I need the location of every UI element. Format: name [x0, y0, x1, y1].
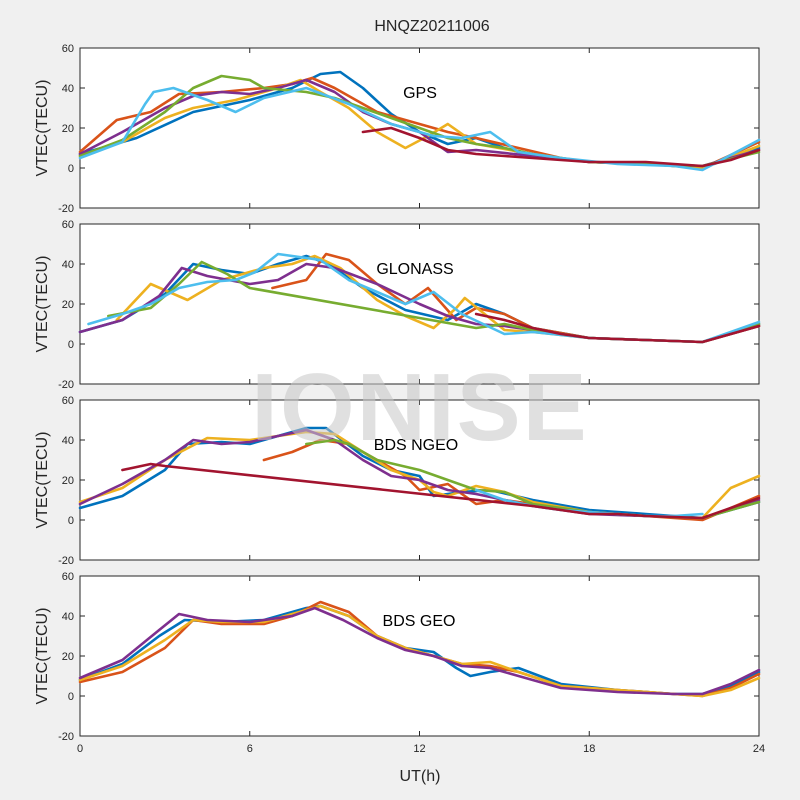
y-tick-label: 0 [68, 691, 74, 703]
y-tick-label: 60 [62, 571, 74, 583]
series-line [474, 312, 761, 344]
y-tick-label: -20 [58, 379, 74, 391]
y-axis-label: VTEC(TECU) [34, 80, 51, 177]
panel-annotation: GPS [403, 85, 437, 102]
figure-title: HNQZ20211006 [374, 18, 489, 35]
x-tick-label: 24 [753, 743, 765, 755]
y-tick-label: 20 [62, 299, 74, 311]
y-tick-label: 40 [62, 611, 74, 623]
y-tick-label: -20 [58, 203, 74, 215]
y-axis-label: VTEC(TECU) [34, 256, 51, 353]
y-tick-label: 60 [62, 395, 74, 407]
panel-3: 60 40 20 0 -20 VTEC(TECU) BDS NGEO [34, 395, 761, 567]
y-axis-label: VTEC(TECU) [34, 432, 51, 529]
y-tick-label: 20 [62, 475, 74, 487]
x-tick-label: 12 [413, 743, 425, 755]
series-line [361, 126, 761, 168]
y-tick-label: 0 [68, 339, 74, 351]
x-tick-label: 0 [77, 743, 83, 755]
y-tick-label: 0 [68, 515, 74, 527]
y-tick-label: 40 [62, 435, 74, 447]
panel-2: 60 40 20 0 -20 VTEC(TECU) GLONASS [34, 219, 761, 391]
panel-1: 60 40 20 0 -20 VTEC(TECU) GPS [34, 43, 761, 215]
x-axis-label: UT(h) [400, 768, 441, 785]
y-tick-label: 20 [62, 651, 74, 663]
panel-annotation: BDS NGEO [374, 437, 458, 454]
panel-annotation: BDS GEO [383, 613, 456, 630]
series-line [78, 606, 761, 696]
y-tick-label: -20 [58, 731, 74, 743]
y-tick-label: 20 [62, 123, 74, 135]
x-tick-label: 6 [247, 743, 253, 755]
y-tick-label: -20 [58, 555, 74, 567]
y-tick-label: 60 [62, 43, 74, 55]
y-tick-label: 60 [62, 219, 74, 231]
x-tick-label: 18 [583, 743, 595, 755]
watermark: IONISE [251, 354, 588, 461]
panel-4-axes [79, 575, 760, 737]
y-tick-label: 40 [62, 259, 74, 271]
y-tick-label: 0 [68, 163, 74, 175]
y-axis-label: VTEC(TECU) [34, 608, 51, 705]
series-line [121, 462, 761, 520]
y-tick-label: 40 [62, 83, 74, 95]
panel-annotation: GLONASS [376, 261, 453, 278]
